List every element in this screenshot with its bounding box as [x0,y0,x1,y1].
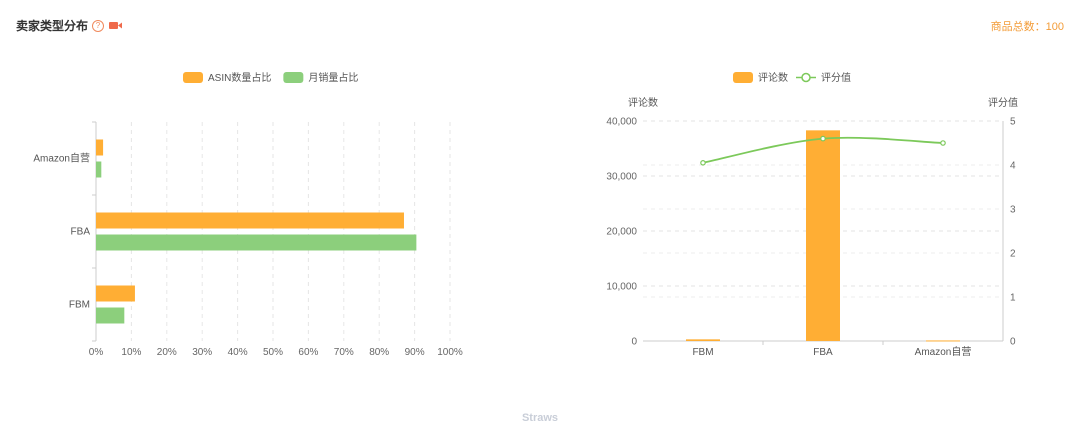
y-axis-title: 评论数 [628,96,658,109]
bar-1-2 [96,161,102,178]
x-tick-label: 50% [263,347,283,358]
legend-swatch-bar [733,72,753,83]
seller-type-share-chart: ASIN数量占比 月销量占比 0% 10% 20% 30% 40% 50% 60% 70% 80% 9… [33,71,463,358]
y2-axis-title: 评分值 [988,96,1018,109]
y2-tick-label: 4 [1010,161,1016,172]
bar-1-0 [96,307,125,324]
bar-1-1 [96,234,417,251]
chart-header: 卖家类型分布 ? [16,17,123,34]
y-tick-label: 40,000 [606,117,637,128]
legend-label-0: ASIN数量占比 [208,71,271,84]
y-tick-label: 20,000 [606,227,637,238]
y-tick-label: 10,000 [606,282,637,293]
x-tick-label: 30% [192,347,212,358]
y2-tick-label: 0 [1010,337,1016,348]
y2-tick-label: 2 [1010,249,1016,260]
x-tick-label: Amazon自营 [915,345,972,358]
rating-point-1 [820,135,826,142]
x-tick-label: FBA [813,347,833,358]
x-tick-label: 10% [121,347,141,358]
legend-label-line: 评分值 [821,71,851,84]
x-tick-label: 0% [89,347,104,358]
y-tick-label: FBM [69,300,90,311]
y2-tick-label: 3 [1010,205,1016,216]
y2-tick-label: 1 [1010,293,1016,304]
bar-0 [686,339,720,341]
bar-0-1 [96,212,404,229]
x-tick-label: 100% [437,347,463,358]
legend-label-bar: 评论数 [758,71,788,84]
rating-point-2 [940,140,946,146]
bar-0-0 [96,285,135,302]
y-tick-label: 0 [631,337,637,348]
y2-tick-label: 5 [1010,117,1016,128]
x-tick-label: 80% [369,347,389,358]
total-label: 商品总数： [990,21,1046,33]
total-value: 100 [1045,21,1064,33]
page-title: 卖家类型分布 [16,19,89,33]
bar-0-2 [96,139,104,156]
x-tick-label: 40% [228,347,248,358]
help-icon[interactable]: ? [92,19,105,32]
y-tick-label: FBA [71,227,91,238]
legend-swatch-1 [283,72,304,83]
watermark: Straws [521,412,559,424]
y-tick-label: Amazon自营 [33,152,90,165]
legend-label-1: 月销量占比 [308,71,358,84]
x-tick-label: FBM [692,347,713,358]
legend-line-marker [801,72,811,83]
rating-line [702,136,944,164]
bar-1 [806,130,840,341]
total-products: 商品总数：100 [991,18,1064,34]
x-tick-label: 90% [405,347,425,358]
rating-point-0 [700,160,706,166]
bar-2 [926,340,960,342]
y-tick-label: 30,000 [606,172,637,183]
x-tick-label: 20% [157,347,177,358]
x-tick-label: 60% [298,347,318,358]
x-tick-label: 70% [334,347,354,358]
legend-swatch-0 [183,72,203,83]
video-icon[interactable] [109,21,123,30]
